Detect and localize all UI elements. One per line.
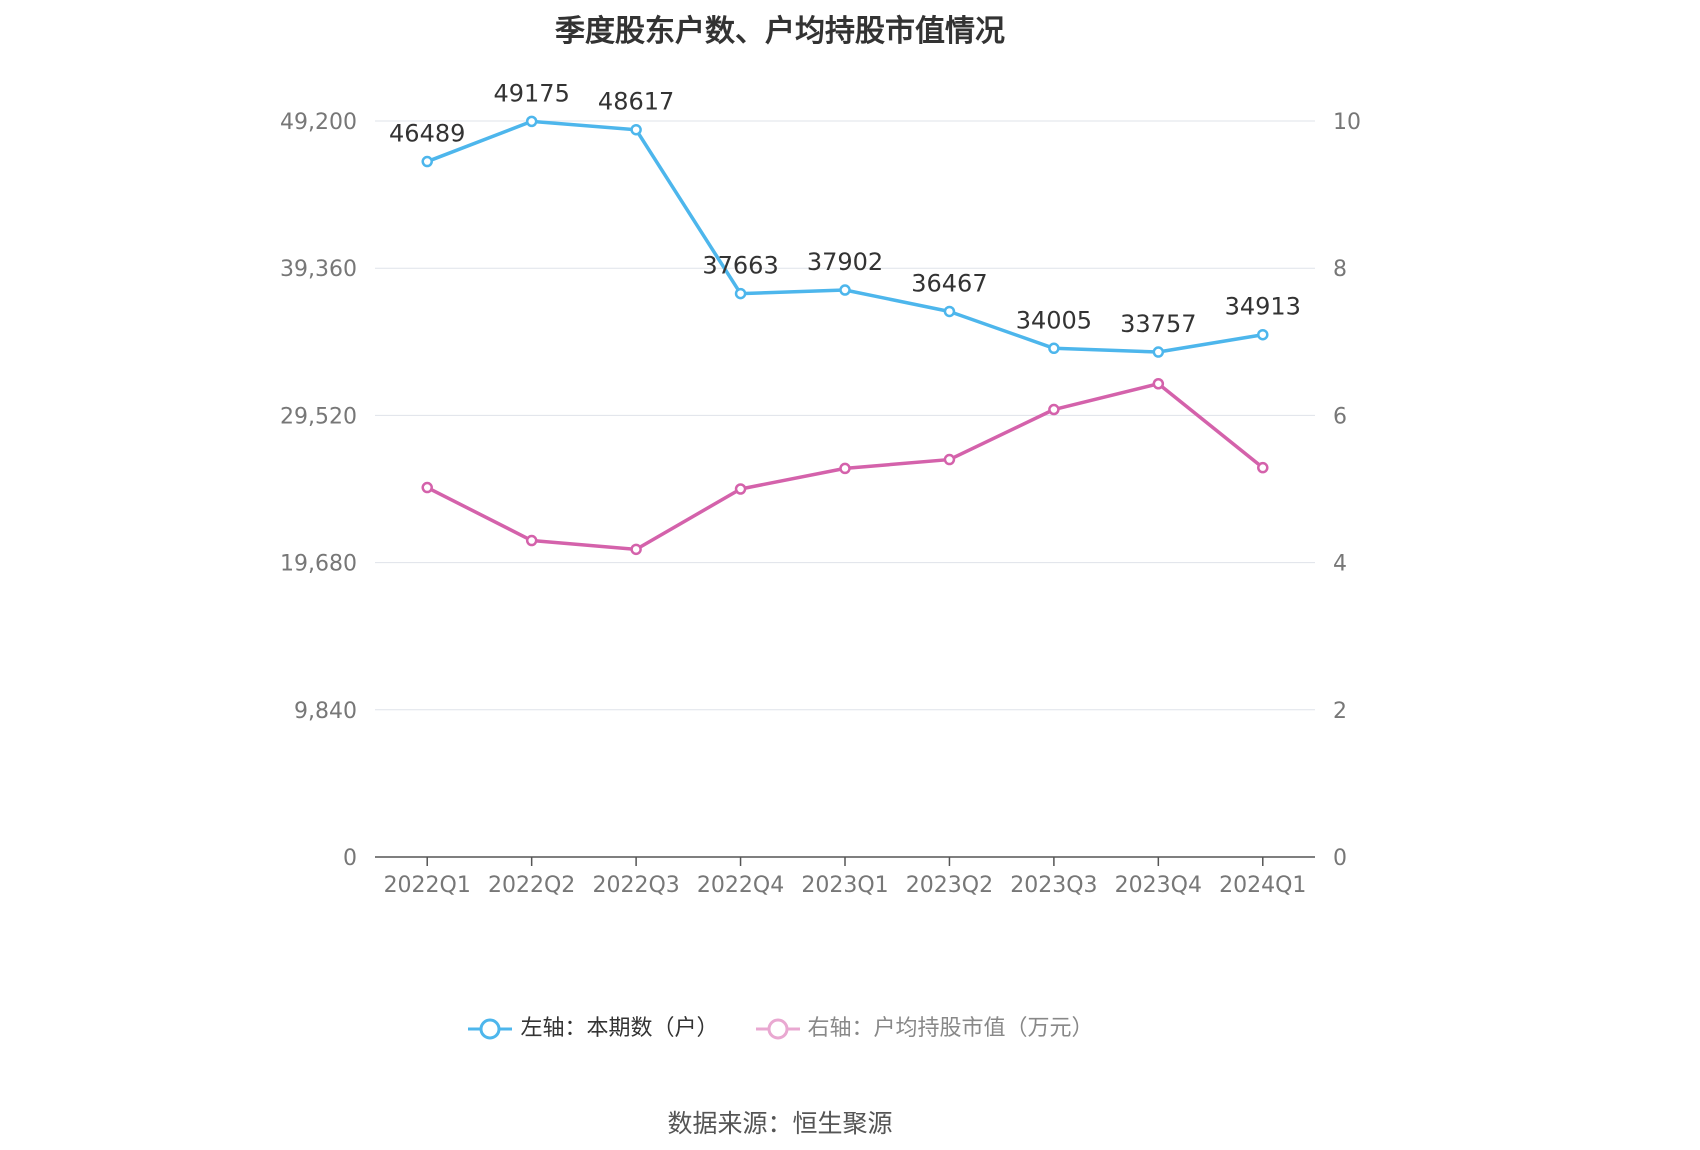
right-axis-tick-label: 10 <box>1333 110 1361 135</box>
right-axis-tick-label: 2 <box>1333 699 1347 724</box>
legend-label-right: 右轴：户均持股市值（万元） <box>807 1016 1094 1041</box>
series-2-point <box>1048 403 1060 416</box>
right-axis-tick-label: 8 <box>1333 257 1347 282</box>
chart-title: 季度股东户数、户均持股市值情况 <box>555 14 1005 49</box>
series-2-point <box>525 534 538 547</box>
series-2-point <box>630 543 642 556</box>
data-label: 37902 <box>807 248 883 276</box>
x-axis-tick-label: 2024Q1 <box>1219 873 1306 898</box>
legend-marker-icon <box>755 1018 800 1040</box>
right-axis-tick-label: 0 <box>1333 846 1347 871</box>
series-2-point <box>839 462 851 475</box>
legend-marker-icon <box>468 1018 513 1040</box>
data-label: 34005 <box>1016 306 1092 334</box>
left-axis-tick-label: 0 <box>343 846 357 871</box>
x-axis-tick-label: 2022Q2 <box>488 873 575 898</box>
data-label: 36467 <box>911 269 987 297</box>
data-label: 46489 <box>389 120 465 148</box>
x-axis-tick-label: 2023Q1 <box>801 873 888 898</box>
x-axis-tick-label: 2022Q1 <box>384 873 471 898</box>
legend-item-left[interactable]: 左轴：本期数（户） <box>466 1010 719 1042</box>
x-axis-tick-label: 2023Q2 <box>906 873 993 898</box>
legend: 左轴：本期数（户） 右轴：户均持股市值（万元） <box>0 1010 1560 1042</box>
left-axis-tick-label: 29,520 <box>280 404 357 429</box>
series-2-point <box>421 481 433 494</box>
data-source-note: 数据来源：恒生聚源 <box>667 1109 893 1138</box>
x-axis-tick-label: 2022Q3 <box>592 873 679 898</box>
legend-label-left: 左轴：本期数（户） <box>520 1016 719 1041</box>
left-axis-tick-label: 49,200 <box>280 110 357 135</box>
data-label: 33757 <box>1120 310 1196 338</box>
series-1-point <box>1257 328 1269 341</box>
series-1-point <box>630 123 642 136</box>
left-axis-tick-label: 39,360 <box>280 257 357 282</box>
series-1-point <box>421 155 433 168</box>
left-axis-tick-label: 9,840 <box>294 699 357 724</box>
series-2-point <box>1152 378 1165 390</box>
right-axis-tick-label: 6 <box>1333 404 1347 429</box>
series-2-point <box>1257 461 1269 474</box>
data-label: 48617 <box>598 88 674 116</box>
x-axis-tick-label: 2023Q3 <box>1010 873 1097 898</box>
data-label: 34913 <box>1225 293 1301 321</box>
series-1-point <box>734 287 747 300</box>
legend-item-right[interactable]: 右轴：户均持股市值（万元） <box>754 1010 1094 1042</box>
data-label: 49175 <box>493 79 569 107</box>
series-1-point <box>839 284 851 296</box>
data-label: 37663 <box>702 252 778 280</box>
right-axis-tick-label: 4 <box>1333 552 1347 577</box>
x-axis-tick-label: 2023Q4 <box>1115 873 1202 898</box>
series-2-point <box>734 483 747 495</box>
x-axis-tick-label: 2022Q4 <box>697 873 784 898</box>
series-1-point <box>525 115 538 128</box>
series-1-point <box>1152 346 1165 358</box>
series-1-point <box>943 305 956 318</box>
left-axis-tick-label: 19,680 <box>280 552 357 577</box>
series-2-point <box>943 453 956 466</box>
series-1-point <box>1048 342 1060 355</box>
